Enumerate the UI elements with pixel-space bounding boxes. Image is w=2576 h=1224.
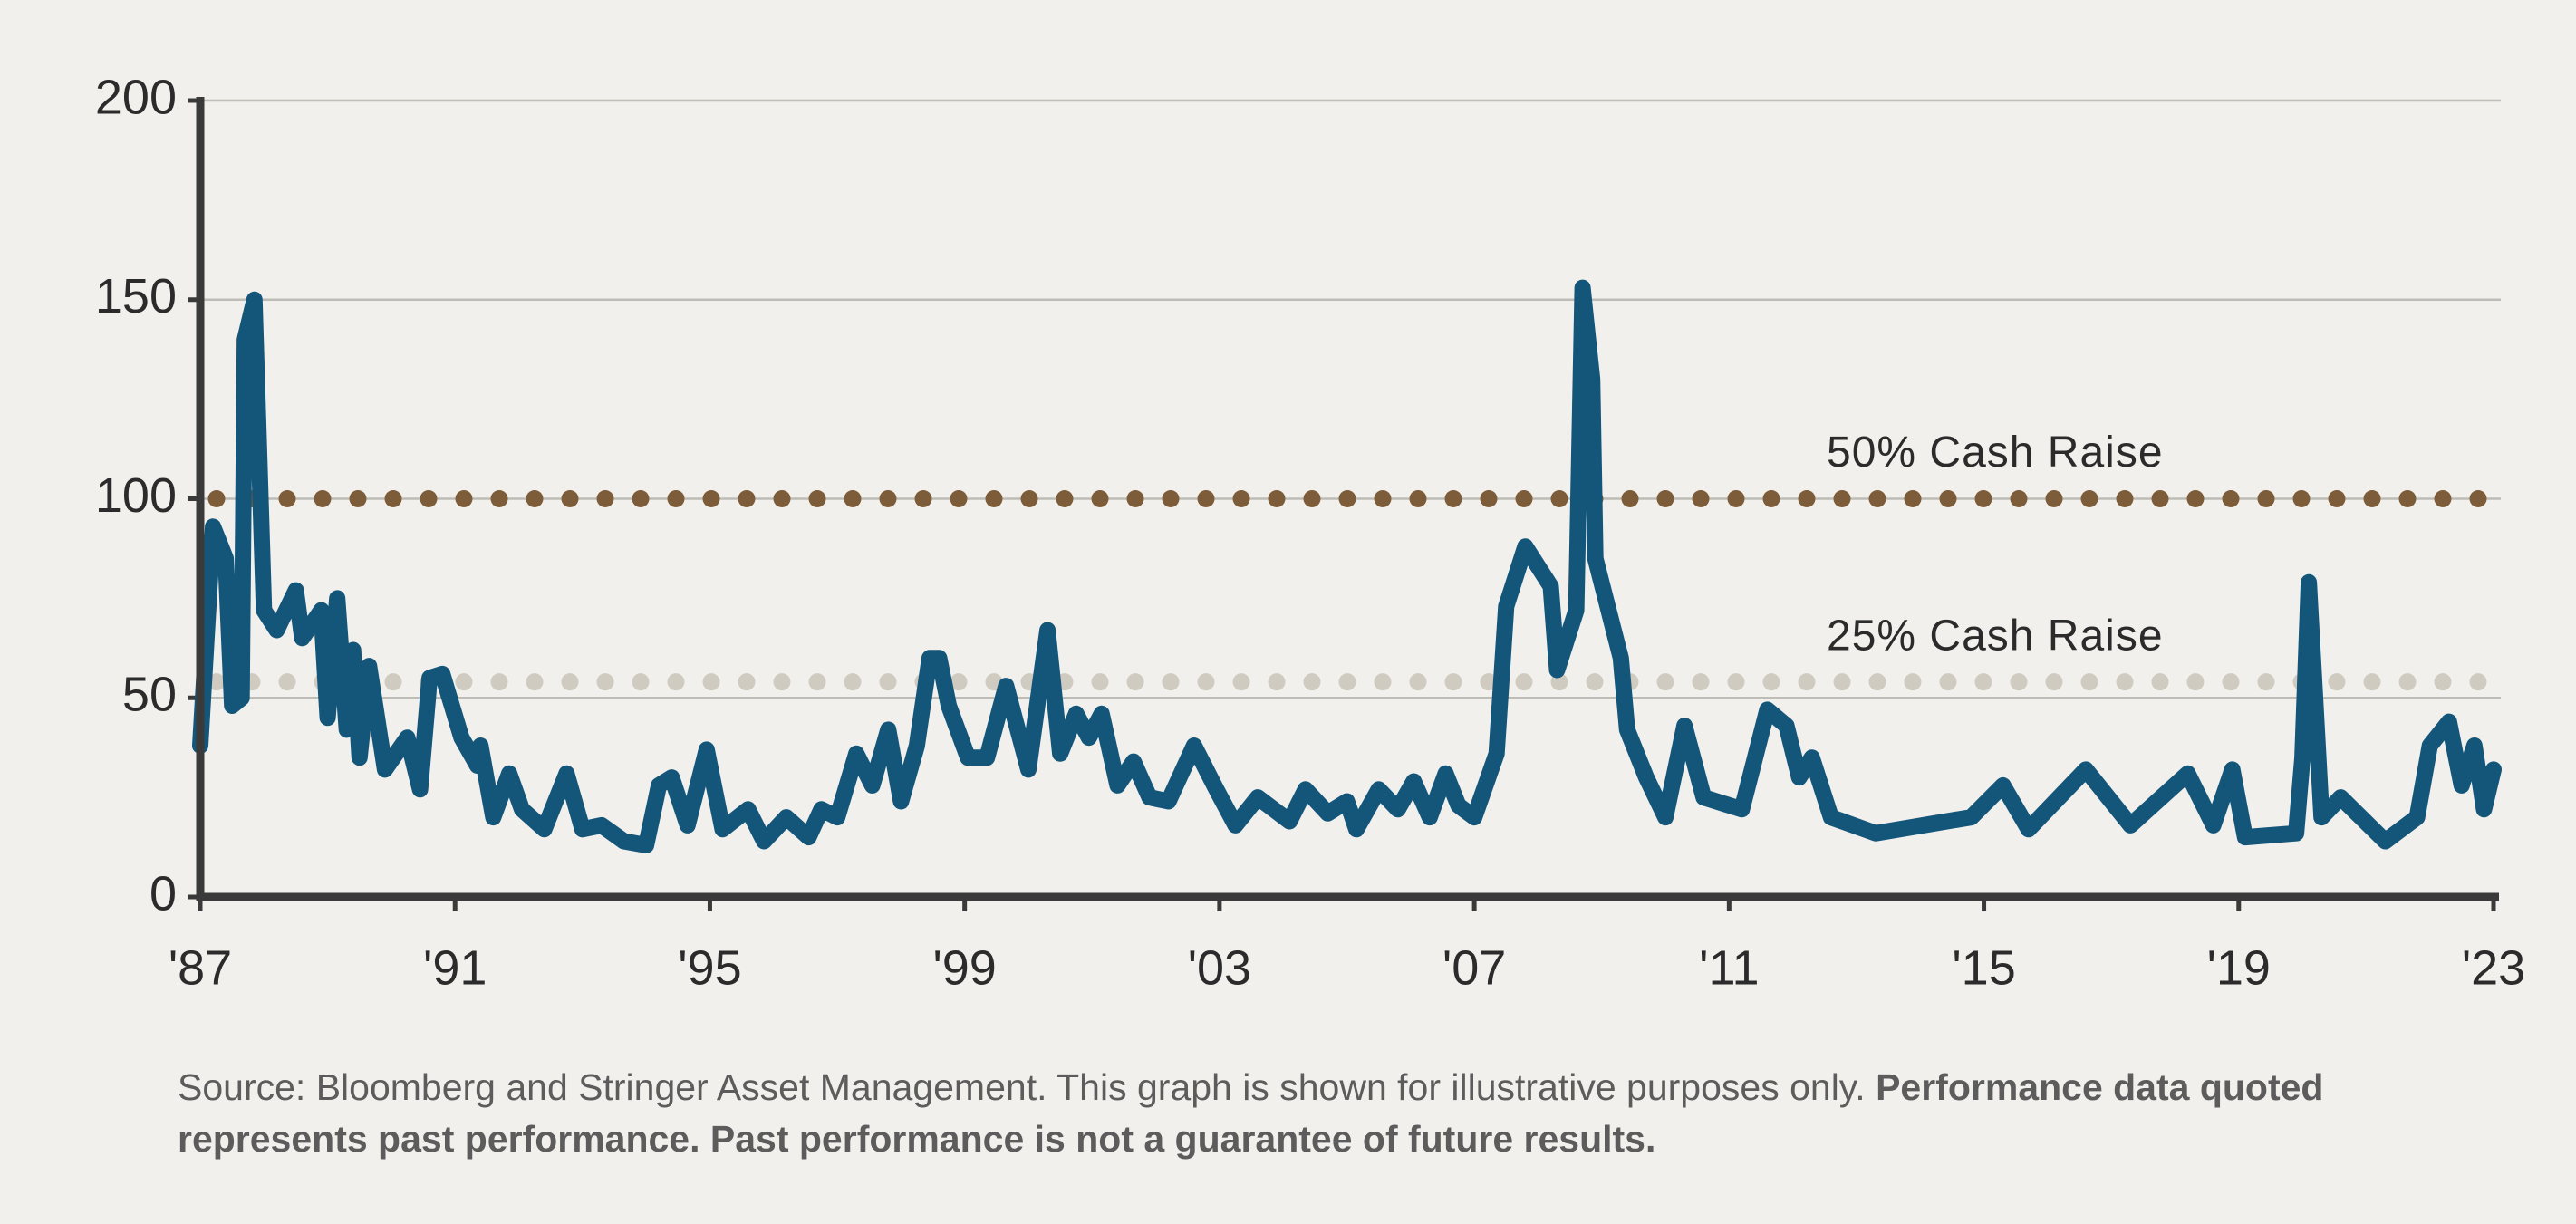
x-tick-label: '23 xyxy=(2462,940,2525,995)
y-tick-label: 200 xyxy=(95,70,177,124)
reference-label: 50% Cash Raise xyxy=(1827,429,2164,477)
source-bold: Performance data quoted represents past … xyxy=(178,1066,2324,1160)
x-tick-label: '07 xyxy=(1442,940,1506,995)
x-tick-label: '19 xyxy=(2207,940,2271,995)
source-text: Source: Bloomberg and Stringer Asset Man… xyxy=(178,1066,1866,1108)
x-tick-label: '95 xyxy=(678,940,741,995)
series-line xyxy=(192,279,2502,853)
x-tick-label: '03 xyxy=(1188,940,1251,995)
x-tick-label: '87 xyxy=(169,940,232,995)
y-tick-label: 50 xyxy=(122,668,177,722)
reference-label: 25% Cash Raise xyxy=(1827,612,2164,660)
x-tick-label: '15 xyxy=(1952,940,2015,995)
y-tick-label: 100 xyxy=(95,468,177,523)
source-note: Source: Bloomberg and Stringer Asset Man… xyxy=(178,1062,2497,1165)
x-tick-label: '91 xyxy=(423,940,487,995)
y-tick-label: 0 xyxy=(150,866,177,920)
x-tick-label: '99 xyxy=(932,940,996,995)
chart: 0 50 100 150 200 '87 '91 '95 '99 '03 '07 '11 '15 '19 '… xyxy=(95,70,2525,995)
x-tick-label: '11 xyxy=(1699,940,1759,995)
y-tick-label: 150 xyxy=(95,269,177,323)
